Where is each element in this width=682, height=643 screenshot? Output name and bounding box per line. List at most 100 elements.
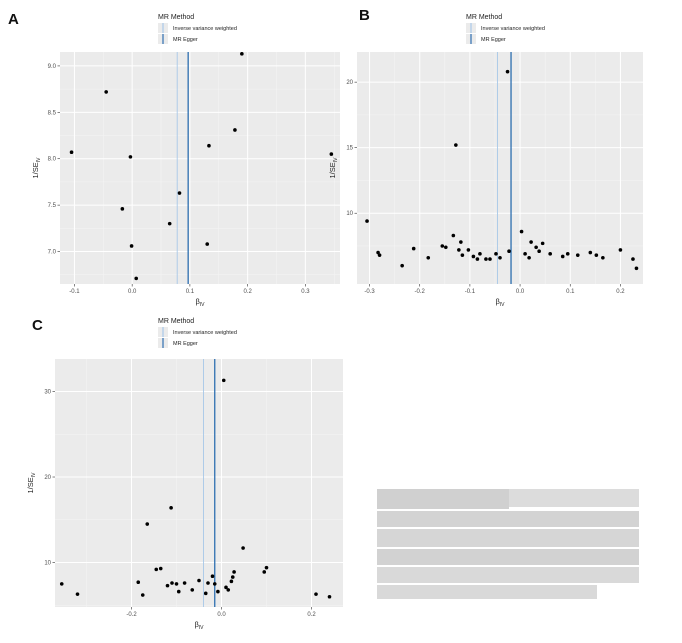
data-point [466,248,471,252]
data-point [264,565,269,570]
data-point [523,252,527,256]
data-point [203,591,208,596]
data-point [165,583,170,588]
data-point [440,244,445,248]
data-point [176,589,181,594]
legend: MR Method Inverse variance weighted MR Egg… [158,14,237,44]
panel-c: C MR Method Inverse variance weighted MR Eg… [26,317,343,631]
x-tick-label: 0.0 [217,612,226,618]
data-point [494,252,498,256]
data-point [471,254,476,259]
data-point [454,143,458,147]
data-point [534,245,538,250]
data-point [314,592,318,596]
data-point [232,570,236,574]
data-point [182,581,187,585]
y-axis-title-main: 1/SE [26,477,35,493]
data-point [75,592,80,596]
data-point [230,575,235,579]
data-point [240,52,244,56]
data-point [588,250,593,255]
x-axis-title-sub: IV [500,302,505,308]
data-point [444,245,448,250]
data-point [329,152,334,156]
y-axis-title-sub: IV [36,157,42,162]
data-point [327,594,332,599]
data-point [59,582,64,586]
data-point [484,257,488,261]
data-point [475,257,480,261]
data-point [224,585,228,590]
data-point [488,257,492,261]
legend-title: MR Method [158,318,194,325]
panel-b: B MR Method Inverse variance weighted MR Eg… [328,7,643,308]
data-point [104,90,108,94]
x-tick-label: 0.3 [301,289,310,295]
data-point [519,229,524,234]
data-point [177,191,182,195]
x-axis-title: βIV [495,297,505,308]
x-tick-label: -0.1 [69,289,80,295]
data-point [134,276,139,281]
y-tick-label: 20 [346,80,353,86]
panel-letter: B [359,7,370,24]
data-point [233,128,237,132]
y-tick-label: 15 [346,146,353,152]
data-point [140,593,145,597]
x-tick-label: 0.1 [566,289,575,295]
plot-background [55,359,343,607]
x-axis-title-main: β [194,620,199,629]
data-point [241,546,245,550]
data-point [69,150,74,155]
legend: MR Method Inverse variance weighted MR Egg… [466,14,545,44]
panel-letter: A [8,11,19,28]
panel-letter: C [32,317,43,334]
legend-item-label: MR Egger [481,37,506,43]
data-point [594,253,599,257]
data-point [537,249,541,254]
data-point [145,522,150,526]
data-point [212,582,217,586]
data-point [136,580,141,584]
data-point [229,579,234,584]
data-point [540,241,545,246]
x-tick-label: -0.1 [465,289,476,295]
data-point [507,249,511,254]
data-point [457,248,461,252]
data-point [190,588,195,592]
data-point [221,378,226,383]
data-point [120,207,125,211]
legend-item-label: MR Egger [173,341,198,347]
x-tick-label: 0.0 [516,289,525,295]
data-point [262,570,267,574]
legend-item-label: Inverse variance weighted [173,330,237,336]
x-axis-title-main: β [495,297,500,306]
y-tick-label: 9.0 [48,64,57,70]
y-tick-label: 20 [44,475,51,481]
x-tick-label: 0.2 [307,612,316,618]
data-point [128,155,133,159]
data-point [216,589,220,594]
data-point [154,567,159,572]
y-axis-title-main: 1/SE [31,162,40,178]
x-tick-label: 0.2 [243,289,252,295]
x-axis-title-sub: IV [200,302,205,308]
y-tick-label: 8.0 [48,157,57,163]
data-point [400,263,404,268]
x-axis-title-sub: IV [199,625,204,631]
data-point [459,240,463,244]
data-point [529,240,533,244]
data-point [565,252,570,256]
data-point [505,69,510,74]
data-point [460,253,465,257]
x-tick-label: -0.2 [415,289,426,295]
x-tick-label: 0.1 [186,289,195,295]
y-tick-label: 7.0 [48,250,57,256]
data-point [575,253,580,257]
data-point [411,246,416,251]
legend-item-label: MR Egger [173,37,198,43]
data-point [158,566,163,571]
panel-a: A MR Method Inverse variance weighted MR Eg… [8,11,340,308]
y-axis-title-sub: IV [333,157,339,162]
data-point [377,253,382,257]
